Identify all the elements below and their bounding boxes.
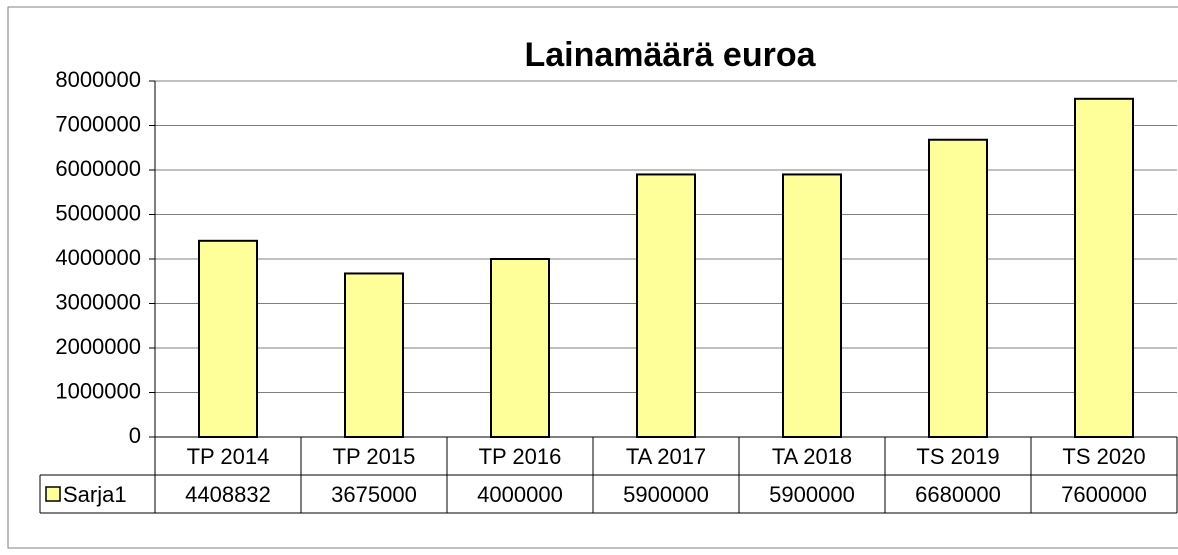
x-tick-label: TA 2018	[772, 444, 852, 469]
bar	[636, 173, 696, 438]
x-tick-label: TP 2015	[333, 444, 416, 469]
bar	[782, 173, 842, 438]
table-value: 4000000	[477, 482, 563, 507]
bar	[198, 239, 258, 438]
y-tick-label: 1000000	[55, 378, 141, 403]
x-tick-label: TP 2014	[187, 444, 270, 469]
x-tick-label: TS 2020	[1062, 444, 1145, 469]
bar	[490, 258, 550, 438]
y-tick-label: 0	[129, 423, 141, 448]
legend-swatch	[45, 486, 61, 502]
table-value: 6680000	[915, 482, 1001, 507]
table-value: 5900000	[623, 482, 709, 507]
chart-title: Lainamäärä euroa	[524, 36, 816, 74]
bar	[928, 138, 988, 439]
y-tick-label: 5000000	[55, 200, 141, 225]
bar	[344, 272, 404, 438]
table-value: 4408832	[185, 482, 271, 507]
y-tick-label: 4000000	[55, 245, 141, 270]
x-tick-label: TS 2019	[916, 444, 999, 469]
y-tick-label: 2000000	[55, 334, 141, 359]
table-value: 3675000	[331, 482, 417, 507]
bar	[1074, 97, 1134, 439]
table-value: 5900000	[769, 482, 855, 507]
legend-label: Sarja1	[63, 482, 127, 507]
x-tick-label: TP 2016	[479, 444, 562, 469]
y-tick-label: 8000000	[55, 67, 141, 92]
y-tick-label: 7000000	[55, 111, 141, 136]
table-value: 7600000	[1061, 482, 1147, 507]
y-tick-label: 6000000	[55, 156, 141, 181]
y-tick-label: 3000000	[55, 289, 141, 314]
x-tick-label: TA 2017	[626, 444, 706, 469]
